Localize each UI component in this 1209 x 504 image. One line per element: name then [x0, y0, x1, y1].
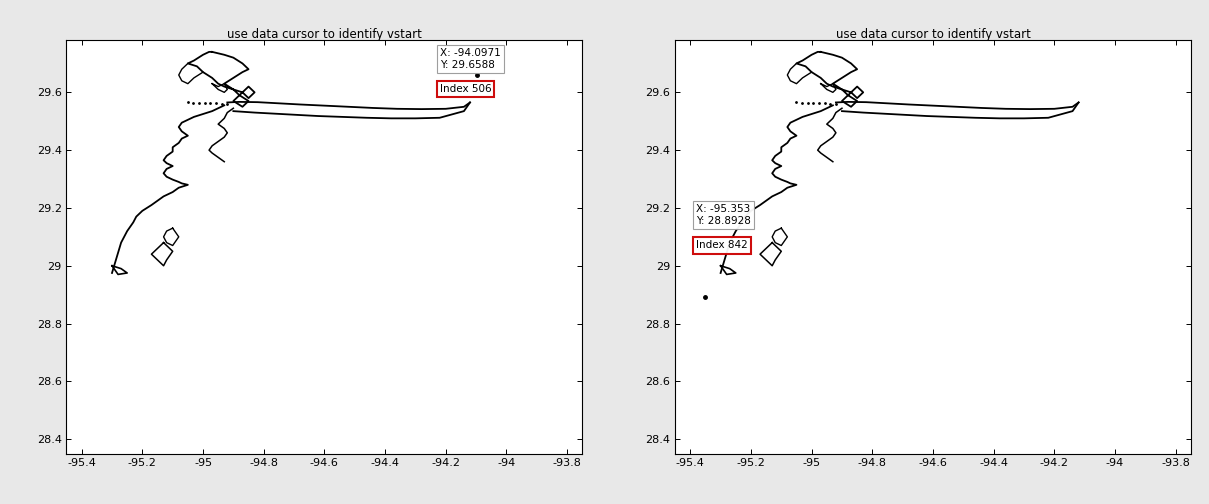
Text: X: -94.0971
Y: 29.6588: X: -94.0971 Y: 29.6588	[440, 48, 501, 70]
Title: use data cursor to identify vstart: use data cursor to identify vstart	[227, 28, 422, 40]
Text: Index 842: Index 842	[696, 240, 748, 250]
Title: use data cursor to identify vstart: use data cursor to identify vstart	[835, 28, 1030, 40]
Text: Index 506: Index 506	[440, 84, 491, 94]
Text: X: -95.353
Y: 28.8928: X: -95.353 Y: 28.8928	[696, 204, 751, 226]
